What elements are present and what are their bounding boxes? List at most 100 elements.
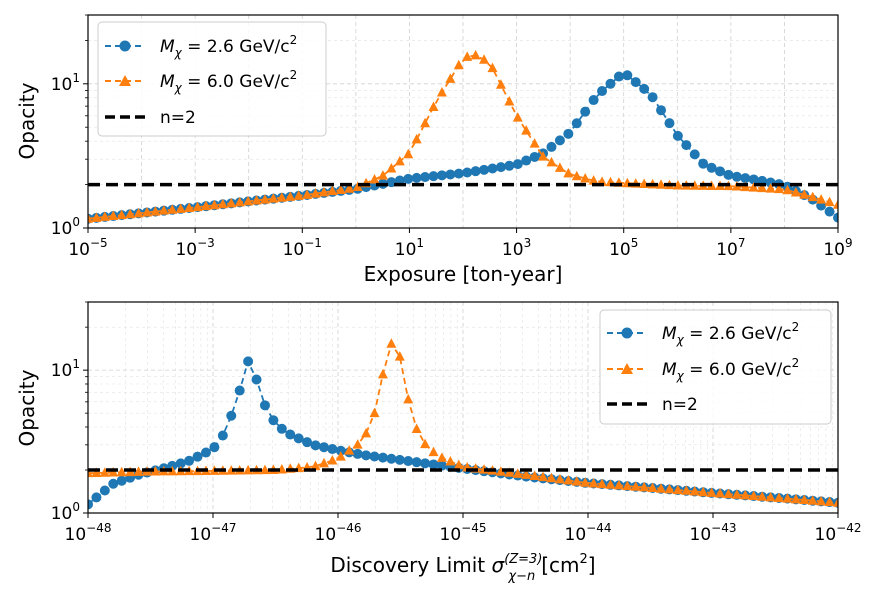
blue-data-point xyxy=(302,437,313,448)
blue-data-point xyxy=(116,475,127,486)
orange-data-point xyxy=(833,497,838,507)
orange-data-point xyxy=(226,465,237,475)
orange-data-point xyxy=(656,483,667,493)
orange-data-point xyxy=(428,101,439,112)
orange-data-point xyxy=(116,209,127,220)
orange-data-point xyxy=(588,175,599,185)
blue-data-point xyxy=(630,77,641,88)
orange-data-point xyxy=(259,464,270,475)
blue-data-point xyxy=(597,86,608,97)
orange-data-point xyxy=(563,474,574,485)
orange-data-point xyxy=(394,155,405,166)
y-tick-label: 100 xyxy=(51,500,80,524)
orange-data-point xyxy=(141,206,152,217)
orange-data-point xyxy=(167,465,178,476)
orange-data-point xyxy=(571,170,582,181)
orange-data-point xyxy=(352,439,363,449)
bottom-x-axis-label: Discovery Limit σ(Z=3) χ−n [cm2] xyxy=(330,552,595,584)
orange-data-point xyxy=(403,148,414,159)
blue-data-point xyxy=(605,78,616,89)
blue-data-point xyxy=(622,70,633,81)
orange-data-point xyxy=(361,427,372,438)
top-plot-frame xyxy=(87,14,839,229)
blue-data-point xyxy=(546,141,557,152)
orange-data-point xyxy=(276,192,287,202)
orange-data-point xyxy=(639,481,650,492)
blue-data-point xyxy=(656,105,667,116)
orange-data-point xyxy=(420,438,431,449)
orange-data-point xyxy=(436,452,447,462)
blue-data-point xyxy=(361,450,372,461)
x-tick-label: 107 xyxy=(716,236,745,260)
orange-data-point xyxy=(538,471,549,482)
top-legend-label-orange: Mχ = 6.0 GeV/c2 xyxy=(160,68,297,95)
orange-data-point xyxy=(765,183,776,193)
orange-data-point xyxy=(588,478,599,488)
orange-data-point xyxy=(99,211,110,221)
orange-data-point xyxy=(816,495,827,506)
orange-data-point xyxy=(521,469,532,479)
blue-data-point xyxy=(184,455,195,466)
bottom-legend: Mχ = 2.6 GeV/c2 Mχ = 6.0 GeV/c2 n=2 xyxy=(599,309,832,425)
orange-data-point xyxy=(470,49,481,60)
blue-data-point xyxy=(436,460,447,471)
x-tick-label: 10−48 xyxy=(65,521,112,545)
orange-data-point xyxy=(807,495,818,505)
blue-data-point xyxy=(647,92,658,103)
bottom-panel: 10−48 10−47 10−46 10−45 10−44 10−43 10−42 100 10… xyxy=(15,301,861,584)
y-tick-label: 101 xyxy=(51,71,80,95)
bottom-legend-label-n2: n=2 xyxy=(662,395,698,415)
orange-data-point xyxy=(782,184,793,195)
orange-data-point xyxy=(512,468,523,478)
blue-data-point xyxy=(192,451,203,462)
orange-data-point xyxy=(664,483,675,494)
blue-data-point xyxy=(639,83,650,94)
blue-data-point xyxy=(327,444,338,455)
blue-data-point xyxy=(689,149,700,160)
top-x-axis-label: Exposure [ton-year] xyxy=(364,262,563,286)
top-legend-frame xyxy=(97,21,327,137)
blue-data-point xyxy=(470,166,481,177)
orange-data-point xyxy=(790,187,801,197)
orange-data-point xyxy=(647,482,658,493)
top-series xyxy=(88,49,838,224)
orange-data-point xyxy=(495,466,506,476)
blue-data-point xyxy=(310,440,321,451)
blue-data-point xyxy=(554,135,565,146)
orange-data-point xyxy=(512,112,523,122)
orange-data-point xyxy=(774,183,785,194)
blue-data-point xyxy=(748,174,759,185)
blue-data-point xyxy=(285,429,296,440)
x-tick-label: 105 xyxy=(609,236,638,260)
x-tick-label: 10−45 xyxy=(440,521,487,545)
blue-data-point xyxy=(91,492,102,503)
blue-data-point xyxy=(293,433,304,444)
orange-data-point xyxy=(293,190,304,200)
blue-data-point xyxy=(108,478,119,489)
bottom-y-axis-label: Opacity xyxy=(15,369,39,446)
bottom-legend-marker-blue xyxy=(621,327,633,339)
x-tick-label: 101 xyxy=(395,236,424,260)
bottom-ticks: 10−48 10−47 10−46 10−45 10−44 10−43 10−42 100 10… xyxy=(51,301,861,545)
blue-data-point xyxy=(268,415,279,426)
x-tick-label: 10−3 xyxy=(175,236,214,260)
blue-data-point xyxy=(833,212,838,223)
plot-area xyxy=(88,49,838,224)
bottom-series xyxy=(88,338,838,510)
orange-data-point xyxy=(259,194,270,204)
orange-data-point xyxy=(816,194,827,204)
orange-data-point xyxy=(108,210,119,221)
orange-data-point xyxy=(656,179,667,189)
orange-data-point xyxy=(622,480,633,491)
orange-data-point xyxy=(504,467,515,477)
orange-data-point xyxy=(184,202,195,213)
orange-data-point xyxy=(453,59,464,70)
x-tick-label: 10−5 xyxy=(68,236,107,260)
orange-data-point xyxy=(613,479,624,490)
orange-data-point xyxy=(386,162,397,173)
orange-data-point xyxy=(167,204,178,214)
orange-data-point xyxy=(571,476,582,486)
blue-data-point xyxy=(462,167,473,178)
orange-data-point xyxy=(757,491,768,501)
orange-data-point xyxy=(226,197,237,208)
